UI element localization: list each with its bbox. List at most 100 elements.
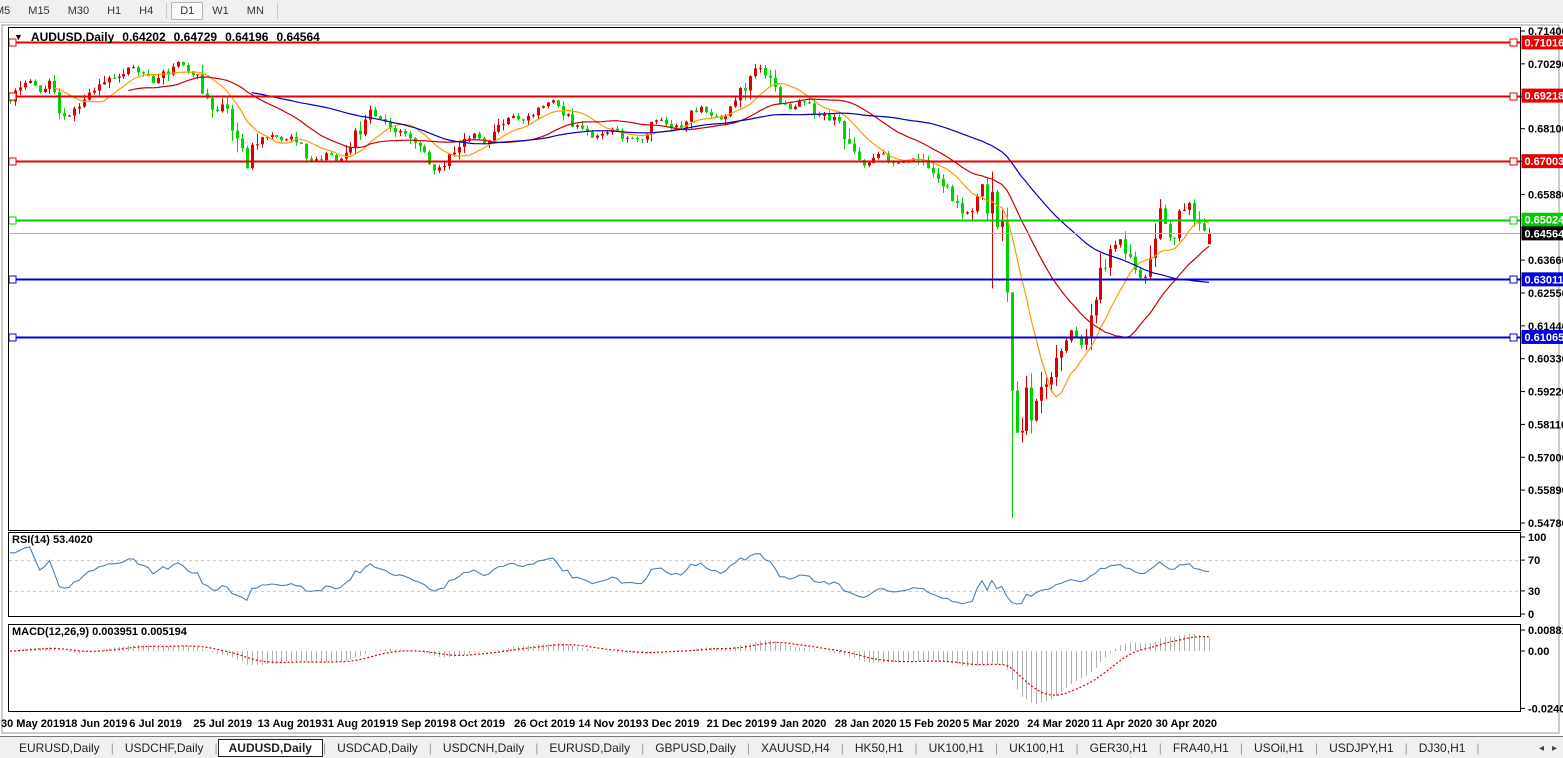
price-badge-label: 0.69218 <box>1525 91 1563 103</box>
price-badge-label: 0.64564 <box>1525 228 1563 240</box>
tab-scroll-right-arrow[interactable]: ▸ <box>1551 742 1557 754</box>
price-badge <box>1521 226 1563 241</box>
tab-separator: | <box>995 741 999 755</box>
rsi-panel-frame <box>8 532 1521 617</box>
price-badge-label: 0.67003 <box>1525 156 1563 168</box>
hline-handle <box>8 216 17 225</box>
symbol-tab-fra40-h1[interactable]: FRA40,H1 <box>1172 741 1229 755</box>
timeframe-button-d1[interactable]: D1 <box>171 2 204 20</box>
tab-separator: | <box>1314 741 1319 755</box>
date-tick-label: 5 Mar 2020 <box>963 718 1019 730</box>
hline-handle <box>1509 216 1518 225</box>
macd-tick-label: 0.00 <box>1528 646 1549 658</box>
symbol-tab-usdcnh-daily[interactable]: USDCNH,Daily <box>442 741 525 755</box>
timeframe-button-m15[interactable]: M15 <box>28 5 50 17</box>
chevron-down-icon: ▼ <box>14 32 23 42</box>
date-tick-label: 18 Jun 2019 <box>65 718 127 730</box>
timeframe-button-m5[interactable]: M5 <box>0 5 11 17</box>
symbol-tab-usdchf-daily[interactable]: USDCHF,Daily <box>124 741 204 755</box>
tab-separator: | <box>428 741 432 755</box>
date-tick-label: 25 Jul 2019 <box>193 718 252 730</box>
rsi-tick-label: 30 <box>1528 586 1540 598</box>
symbol-tab-xauusd-h4[interactable]: XAUUSD,H4 <box>761 741 830 755</box>
tab-separator: | <box>214 741 218 755</box>
symbol-tab-uk100-h1[interactable]: UK100,H1 <box>928 741 985 755</box>
price-badge <box>1521 272 1563 287</box>
symbol-tab-usdjpy-h1[interactable]: USDJPY,H1 <box>1329 741 1394 755</box>
date-tick-label: 9 Jan 2020 <box>771 718 827 730</box>
timeframe-button-h4[interactable]: H4 <box>139 5 154 17</box>
date-tick-label: 6 Jul 2019 <box>129 718 182 730</box>
hline-handle <box>1509 157 1518 166</box>
ohlc-high: 0.64729 <box>173 30 218 44</box>
ma-fast-line <box>54 71 1210 398</box>
hline-handle <box>8 157 17 166</box>
date-tick-label: 8 Oct 2019 <box>450 718 505 730</box>
symbol-tab-eurusd-daily[interactable]: EURUSD,Daily <box>19 741 100 755</box>
price-badge <box>1521 35 1563 50</box>
chart-title: ▼ AUDUSD,Daily 0.64202 0.64729 0.64196 0… <box>14 30 322 44</box>
price-badge-label: 0.65024 <box>1525 215 1563 227</box>
macd-signal-line <box>9 635 1210 696</box>
price-badge-label: 0.61065 <box>1525 332 1563 344</box>
rsi-indicator-label: RSI(14) 53.4020 <box>12 534 93 546</box>
date-tick-label: 19 Sep 2019 <box>386 718 449 730</box>
hline-handle <box>1509 38 1518 47</box>
price-badge <box>1521 329 1563 344</box>
price-badge <box>1521 154 1563 169</box>
timeframe-button-w1[interactable]: W1 <box>212 5 229 17</box>
macd-tick-label: 0.008815 <box>1528 625 1563 637</box>
price-badge <box>1521 212 1563 227</box>
tab-scroll-left-arrow[interactable]: ◂ <box>1538 742 1544 754</box>
symbol-tab-usoil-h1[interactable]: USOil,H1 <box>1253 741 1304 755</box>
symbol-period-label: AUDUSD,Daily <box>30 30 115 44</box>
ohlc-open: 0.64202 <box>122 30 166 44</box>
timeframe-button-h1[interactable]: H1 <box>107 5 122 17</box>
date-tick-label: 3 Dec 2019 <box>642 718 699 730</box>
toolbar-divider <box>276 3 278 19</box>
tab-separator: | <box>914 741 918 755</box>
symbol-tab-usdcad-daily[interactable]: USDCAD,Daily <box>337 741 418 755</box>
macd-histogram <box>15 633 1210 704</box>
symbol-tab-ger30-h1[interactable]: GER30,H1 <box>1089 741 1148 755</box>
hline-handle <box>1509 333 1518 342</box>
symbol-tab-eurusd-daily[interactable]: EURUSD,Daily <box>549 741 631 755</box>
macd-panel-frame <box>8 624 1521 712</box>
tab-separator: | <box>641 741 645 755</box>
timeframe-button-m30[interactable]: M30 <box>67 5 90 17</box>
timeframe-button-mn[interactable]: MN <box>246 5 264 17</box>
symbol-tab-uk100-h1[interactable]: UK100,H1 <box>1009 741 1065 755</box>
symbol-tab-gbpusd-daily[interactable]: GBPUSD,Daily <box>655 741 736 755</box>
toolbar-divider <box>166 3 168 19</box>
date-tick-label: 28 Jan 2020 <box>835 718 897 730</box>
date-tick-label: 26 Oct 2019 <box>514 718 575 730</box>
tab-separator: | <box>1239 741 1243 755</box>
symbol-tab-audusd-daily[interactable]: AUDUSD,Daily <box>217 739 323 757</box>
ma-medium-line <box>128 76 1210 339</box>
symbol-tab-dj30-h1[interactable]: DJ30,H1 <box>1418 741 1466 755</box>
price-badge-label: 0.63011 <box>1525 274 1563 286</box>
tab-separator: | <box>840 741 844 755</box>
timeframe-toolbar: M5 M15 M30 H1 H4 D1 W1 MN <box>0 0 1563 23</box>
symbol-tab-hk50-h1[interactable]: HK50,H1 <box>854 741 904 755</box>
date-tick-label: 14 Nov 2019 <box>578 718 642 730</box>
ma-slow-line <box>251 92 1210 283</box>
tab-separator: | <box>1404 741 1408 755</box>
date-tick-label: 21 Dec 2019 <box>707 718 770 730</box>
tab-separator: | <box>1476 741 1480 755</box>
date-tick-label: 30 May 2019 <box>1 718 65 730</box>
tab-separator: | <box>110 741 114 755</box>
